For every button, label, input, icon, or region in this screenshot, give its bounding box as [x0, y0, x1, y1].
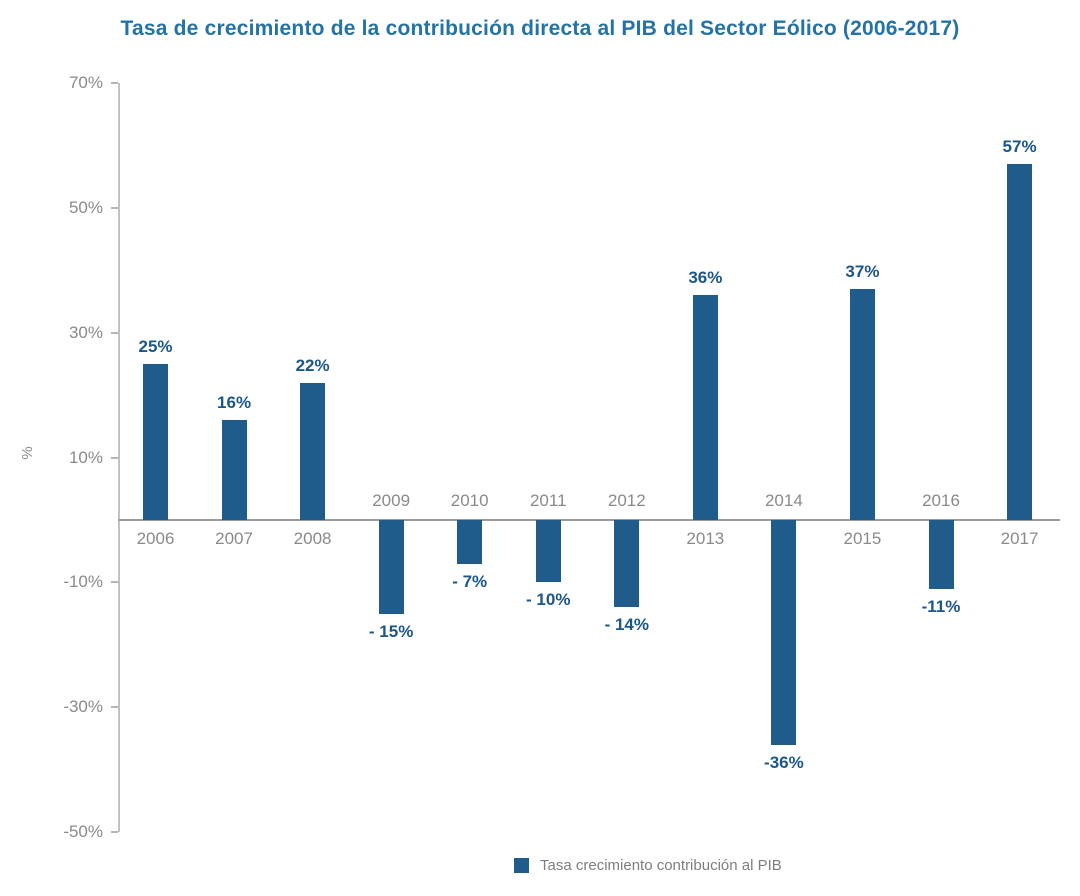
value-label-2015: 37% — [845, 261, 880, 281]
x-label-2007: 2007 — [215, 528, 253, 548]
x-label-2017: 2017 — [1000, 528, 1039, 548]
y-tick-label: -10% — [63, 572, 103, 592]
x-label-2006: 2006 — [136, 528, 175, 548]
value-label-2008: 22% — [295, 355, 330, 375]
y-tick-mark — [111, 831, 118, 833]
value-label-2016: -11% — [921, 596, 961, 616]
bar-2008 — [300, 382, 326, 520]
y-tick-label: -50% — [63, 822, 103, 841]
y-tick-mark — [111, 331, 118, 334]
x-label-2015: 2015 — [843, 528, 882, 548]
value-label-2006: 25% — [138, 336, 173, 356]
bar-2014 — [771, 519, 797, 745]
value-label-2011: - 10% — [526, 590, 571, 610]
bar-2016 — [928, 519, 954, 589]
legend-swatch — [514, 858, 529, 873]
value-label-2013: 36% — [688, 268, 723, 288]
y-tick-label: 70% — [68, 73, 103, 92]
value-label-2007: 16% — [217, 393, 252, 413]
y-tick-mark — [111, 706, 118, 709]
y-tick-mark — [111, 82, 118, 84]
chart-title: Tasa de crecimiento de la contribución d… — [120, 17, 960, 40]
y-tick-label: 30% — [68, 322, 103, 342]
bar-2010 — [457, 519, 483, 564]
bar-2017 — [1007, 164, 1033, 520]
value-label-2009: - 15% — [368, 621, 414, 641]
zero-baseline — [118, 518, 1060, 521]
x-label-2011: 2011 — [529, 490, 567, 510]
value-label-2012: - 14% — [604, 615, 649, 635]
x-label-2014: 2014 — [764, 490, 803, 510]
bar-2007 — [221, 420, 247, 520]
y-tick-mark — [111, 581, 118, 584]
legend-label: Tasa crecimiento contribución al PIB — [540, 857, 782, 874]
bar-2006 — [143, 363, 168, 520]
y-tick-label: -30% — [63, 697, 103, 717]
value-label-2010: - 7% — [452, 571, 488, 591]
bar-2013 — [692, 295, 718, 520]
bar-2012 — [614, 519, 640, 608]
y-axis-line — [118, 83, 120, 832]
x-label-2008: 2008 — [293, 528, 332, 548]
y-tick-label: 10% — [68, 447, 103, 467]
y-tick-label: 50% — [68, 197, 103, 217]
bar-2015 — [849, 288, 875, 520]
value-label-2017: 57% — [1002, 137, 1037, 157]
y-tick-mark — [111, 456, 118, 459]
x-label-2012: 2012 — [607, 490, 646, 510]
x-label-2009: 2009 — [372, 490, 411, 510]
legend: Tasa crecimiento contribución al PIB — [514, 857, 782, 874]
value-label-2014: -36% — [764, 752, 804, 772]
y-tick-mark — [111, 206, 118, 209]
bar-2011 — [535, 519, 561, 583]
x-label-2013: 2013 — [686, 528, 725, 548]
x-label-2010: 2010 — [450, 490, 489, 510]
x-label-2016: 2016 — [922, 490, 960, 510]
bar-2009 — [378, 519, 404, 614]
